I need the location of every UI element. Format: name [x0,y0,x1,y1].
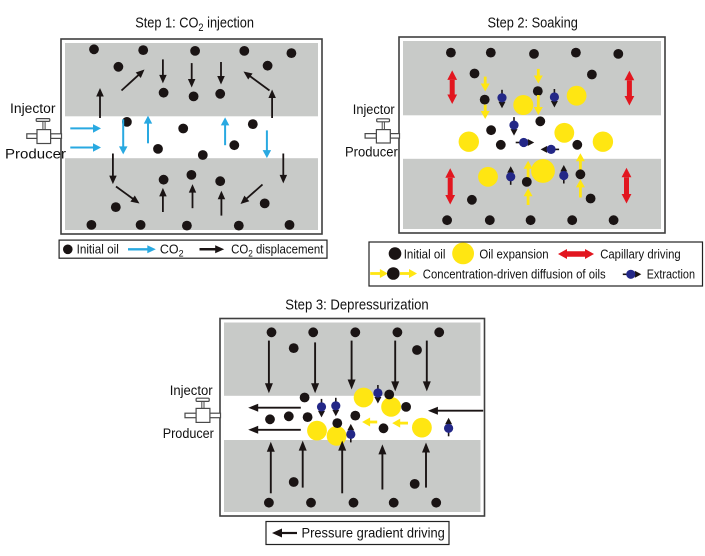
svg-text:Producer: Producer [5,147,67,162]
svg-text:CO2: CO2 [160,241,184,259]
svg-text:Initial oil: Initial oil [404,246,446,261]
svg-text:Injector: Injector [170,383,213,398]
svg-text:Step 1: CO2 injection: Step 1: CO2 injection [135,15,254,34]
svg-text:Injector: Injector [353,102,395,117]
svg-text:Initial oil: Initial oil [77,241,119,256]
svg-text:Producer: Producer [163,426,215,441]
svg-text:Step 3: Depressurization: Step 3: Depressurization [285,297,428,314]
svg-text:Capillary driving: Capillary driving [600,246,681,261]
svg-text:Oil expansion: Oil expansion [479,246,548,261]
svg-text:CO2 displacement: CO2 displacement [231,241,324,259]
svg-text:Step 2: Soaking: Step 2: Soaking [488,14,578,31]
svg-text:Injector: Injector [10,101,56,116]
svg-text:Producer: Producer [345,145,398,160]
svg-text:Concentration-driven diffusion: Concentration-driven diffusion of oils [423,266,606,281]
svg-text:Pressure gradient driving: Pressure gradient driving [302,525,445,540]
svg-text:Extraction: Extraction [647,266,695,281]
